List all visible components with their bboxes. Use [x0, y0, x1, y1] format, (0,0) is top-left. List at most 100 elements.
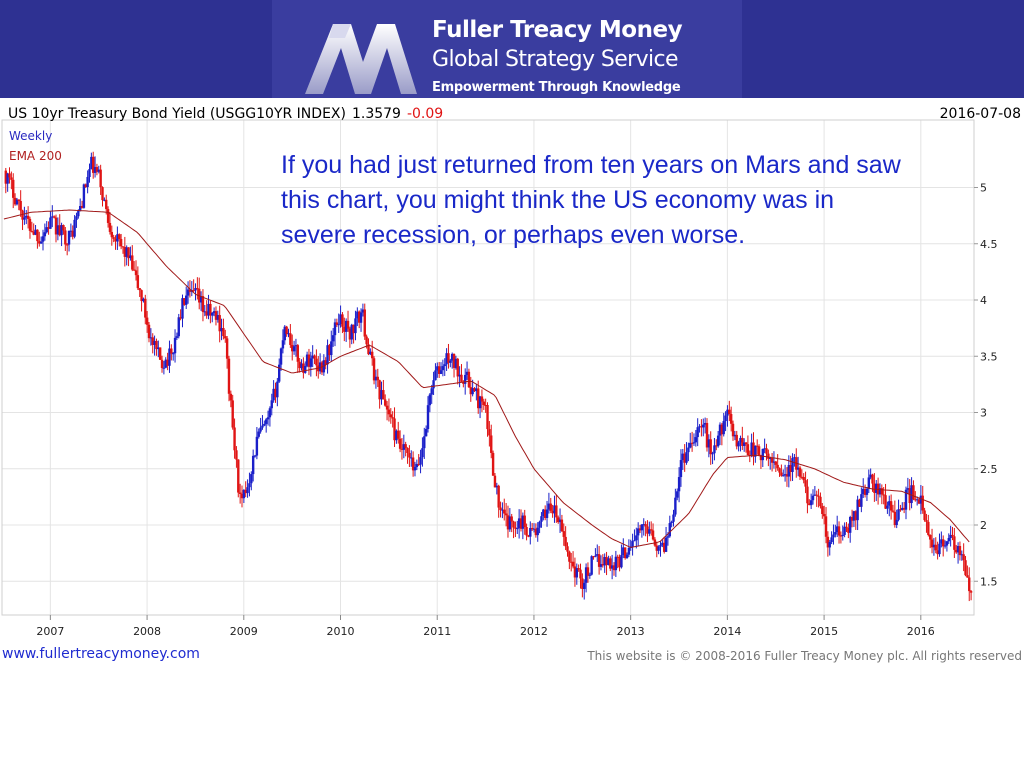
candle-body — [441, 366, 445, 371]
candle-body — [287, 333, 290, 335]
candle-body — [793, 457, 796, 459]
candle-body — [564, 536, 567, 547]
website-link[interactable]: www.fullertreacymoney.com — [2, 646, 200, 662]
candle-body — [506, 515, 510, 530]
candle-body — [830, 537, 833, 543]
candle-body — [235, 450, 238, 460]
candle-body — [185, 295, 188, 305]
candle-body — [4, 170, 7, 184]
candle-body — [834, 532, 837, 535]
candle-body — [514, 527, 517, 529]
candle-body — [333, 322, 337, 336]
x-tick-label: 2011 — [423, 625, 451, 638]
candle-body — [951, 534, 954, 537]
candle-body — [199, 296, 203, 303]
candle-body — [603, 557, 606, 566]
candle-body — [307, 354, 311, 367]
candle-body — [689, 442, 692, 448]
candle-body — [618, 556, 621, 568]
candle-body — [696, 427, 699, 438]
candle-body — [473, 388, 476, 392]
yield-chart: 1.5 2 2.5 3 3.5 4 4.5 5 2007 2008 2009 2010 2011 201… — [1, 106, 1021, 638]
chart-title: US 10yr Treasury Bond Yield (USGG10YR IN… — [8, 106, 346, 122]
candle-body — [566, 546, 569, 552]
candle-body — [119, 239, 123, 247]
candle-body — [616, 556, 619, 558]
candle-body — [419, 457, 422, 465]
candle-body — [713, 445, 716, 454]
candle-body — [263, 423, 266, 426]
y-tick-label: 3.5 — [980, 350, 998, 363]
candle-body — [209, 303, 212, 316]
candle-body — [222, 328, 225, 337]
candle-body — [125, 247, 128, 257]
x-tick-label: 2012 — [520, 625, 548, 638]
candle-body — [683, 453, 686, 463]
candle-body — [384, 399, 387, 406]
candle-body — [534, 528, 538, 536]
candle-body — [707, 439, 711, 448]
candle-body — [519, 518, 523, 529]
candle-body — [828, 542, 831, 548]
candle-body — [631, 541, 634, 547]
candle-body — [497, 485, 500, 508]
candle-body — [19, 200, 22, 211]
candle-body — [837, 526, 841, 536]
candle-body — [512, 521, 515, 528]
candle-body — [201, 296, 205, 312]
candle-body — [581, 578, 584, 589]
candle-body — [752, 442, 755, 457]
candle-body — [612, 565, 616, 571]
candle-body — [278, 364, 281, 382]
candle-body — [817, 495, 820, 497]
candle-body — [153, 340, 156, 345]
candle-body — [300, 363, 303, 369]
candle-body — [77, 210, 80, 217]
candle-body — [302, 363, 305, 373]
brand-tagline: Empowerment Through Knowledge — [432, 80, 681, 95]
candle-body — [623, 547, 627, 559]
candle-body — [343, 326, 346, 332]
x-tick-label: 2014 — [713, 625, 741, 638]
candle-body — [685, 452, 688, 463]
candle-body — [915, 499, 919, 501]
candle-body — [430, 388, 433, 395]
candle-body — [166, 359, 169, 366]
y-tick-label: 2.5 — [980, 463, 998, 476]
candle-body — [813, 494, 817, 496]
candle-body — [938, 543, 941, 555]
x-tick-label: 2009 — [230, 625, 258, 638]
candle-body — [875, 483, 878, 493]
candle-body — [858, 499, 861, 507]
candle-body — [71, 230, 74, 237]
candle-body — [754, 445, 757, 457]
candle-body — [240, 493, 244, 499]
candle-body — [923, 510, 926, 521]
candle-body — [757, 446, 761, 456]
candle-body — [798, 467, 802, 477]
candle-body — [880, 488, 884, 495]
candle-body — [575, 568, 578, 578]
service-name: Global Strategy Service — [432, 47, 679, 72]
candle-body — [99, 169, 102, 188]
candle-body — [756, 445, 759, 447]
copyright-notice: This website is © 2008-2016 Fuller Treac… — [587, 649, 1022, 663]
candle-body — [960, 554, 963, 556]
candle-body — [789, 465, 792, 472]
candle-body — [759, 455, 763, 461]
candle-body — [508, 516, 512, 530]
candle-body — [393, 418, 396, 441]
candle-body — [901, 507, 904, 510]
candle-body — [82, 184, 86, 208]
candle-body — [769, 457, 772, 459]
candle-body — [555, 505, 558, 518]
candle-body — [700, 426, 703, 428]
candle-body — [326, 345, 329, 365]
candle-body — [921, 495, 924, 511]
candle-body — [432, 380, 435, 389]
candle-body — [579, 569, 582, 579]
header-banner: Fuller Treacy Money Global Strategy Serv… — [0, 0, 1024, 98]
candle-body — [668, 523, 671, 537]
candle-body — [806, 486, 809, 504]
candle-body — [687, 447, 690, 453]
